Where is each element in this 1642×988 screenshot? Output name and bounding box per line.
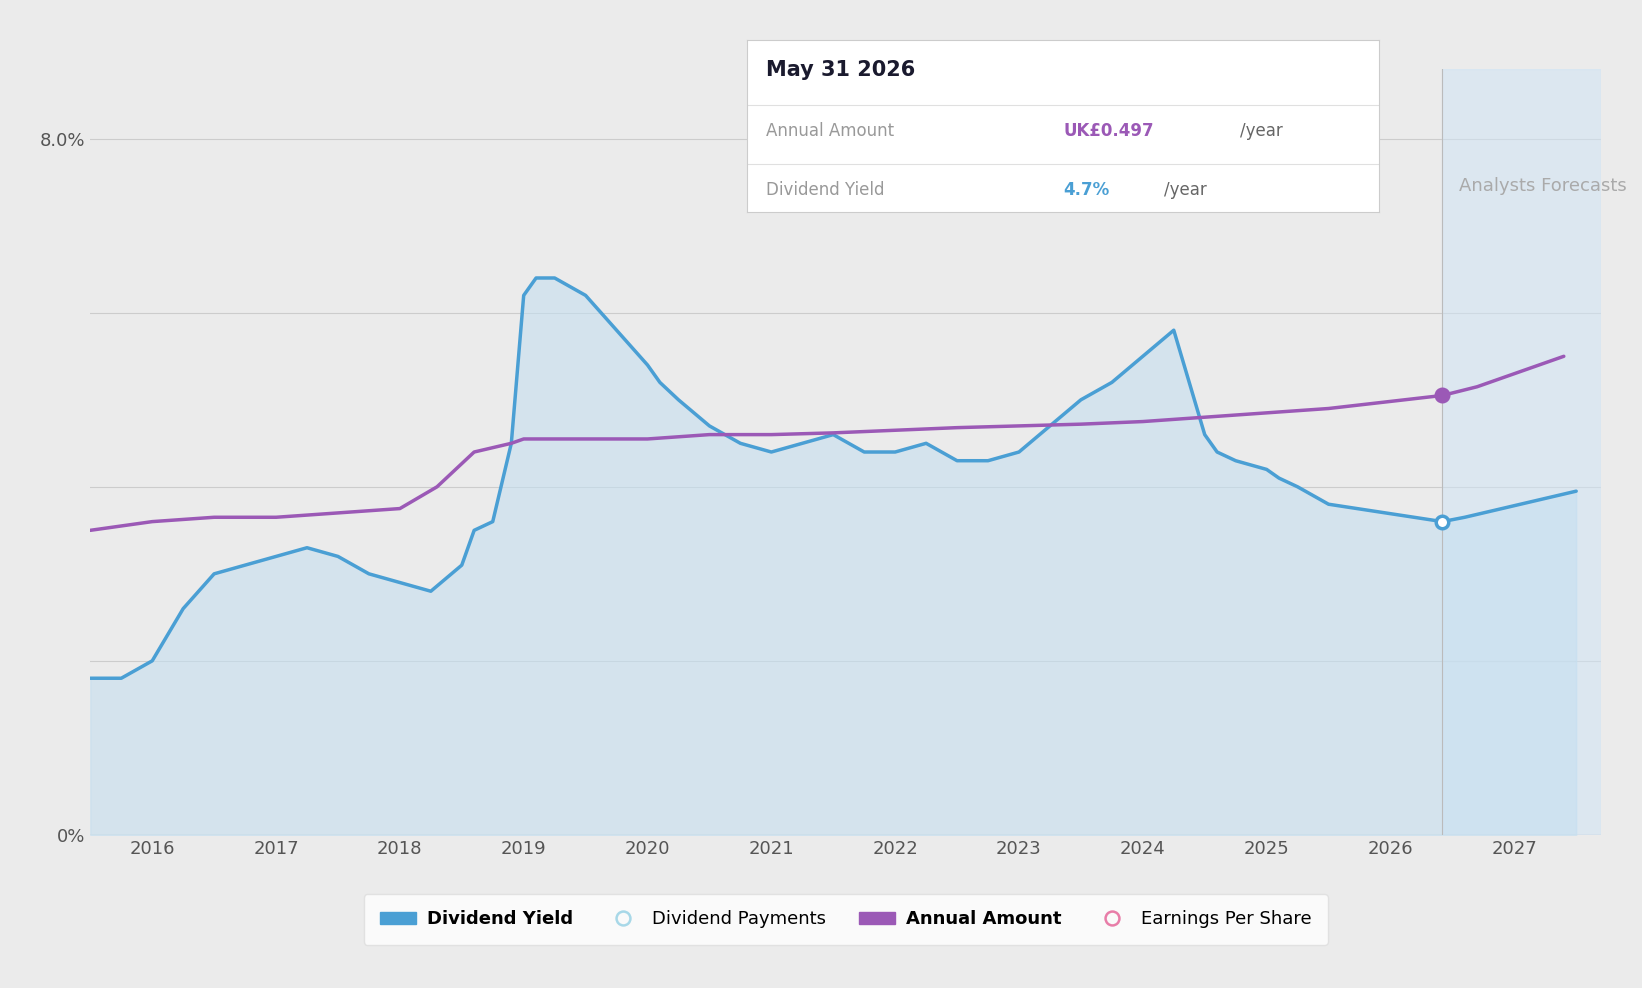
- Text: /year: /year: [1164, 181, 1207, 199]
- Text: Annual Amount: Annual Amount: [767, 123, 895, 140]
- Text: 4.7%: 4.7%: [1064, 181, 1110, 199]
- Text: Dividend Yield: Dividend Yield: [767, 181, 885, 199]
- Text: /year: /year: [1240, 123, 1282, 140]
- Text: UK£0.497: UK£0.497: [1064, 123, 1154, 140]
- Text: Analysts Forecasts: Analysts Forecasts: [1458, 177, 1626, 195]
- Text: May 31 2026: May 31 2026: [767, 60, 915, 80]
- Text: Past: Past: [1335, 177, 1378, 195]
- Legend: Dividend Yield, Dividend Payments, Annual Amount, Earnings Per Share: Dividend Yield, Dividend Payments, Annua…: [363, 894, 1328, 945]
- Bar: [1442, 69, 1601, 835]
